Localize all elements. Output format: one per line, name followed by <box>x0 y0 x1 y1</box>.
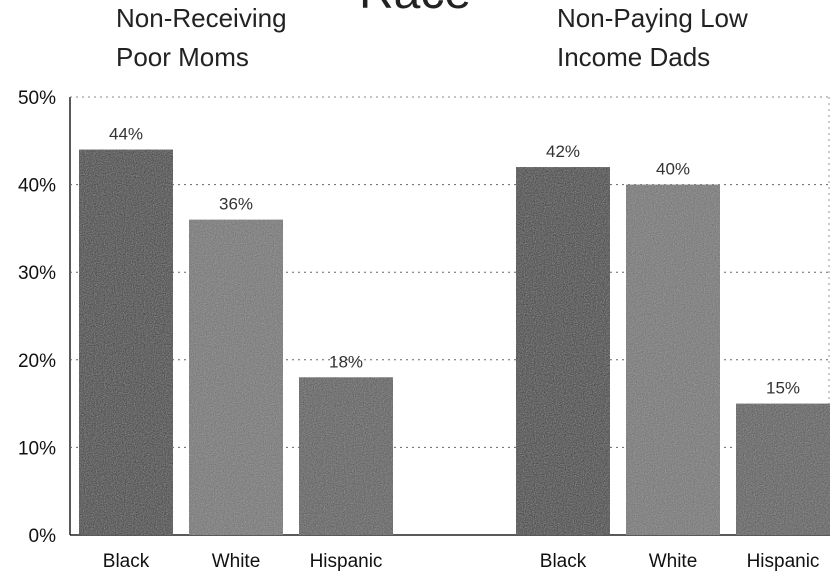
y-tick-label: 20% <box>18 351 56 372</box>
bar-hispanic <box>736 403 830 535</box>
group-title-1-line-1: Non-Receiving <box>116 3 287 33</box>
bar-black <box>516 167 610 535</box>
bar-white <box>189 219 283 535</box>
group-title-1-line-2: Poor Moms <box>116 42 249 72</box>
y-tick-label: 30% <box>18 263 56 284</box>
bar-hispanic <box>299 377 393 535</box>
category-label-hispanic: Hispanic <box>747 551 820 572</box>
data-labels: 44% 36% 18% 42% 40% 15% <box>109 125 800 398</box>
y-tick-label: 50% <box>18 88 56 109</box>
data-label: 42% <box>546 142 580 161</box>
chart-title: Race <box>359 0 471 19</box>
y-tick-label: 0% <box>29 526 57 547</box>
category-label-black: Black <box>540 551 587 572</box>
y-tick-label: 10% <box>18 438 56 459</box>
category-label-white: White <box>649 551 698 572</box>
category-labels: Black White Hispanic Black White Hispanic <box>103 551 820 572</box>
category-label-white: White <box>212 551 261 572</box>
data-label: 40% <box>656 160 690 179</box>
bar-white <box>626 184 720 535</box>
data-label: 44% <box>109 125 143 144</box>
group-title-2-line-1: Non-Paying Low <box>557 3 748 33</box>
y-tick-label: 40% <box>18 176 56 197</box>
data-label: 36% <box>219 195 253 214</box>
group-title-2-line-2: Income Dads <box>557 42 710 72</box>
category-label-black: Black <box>103 551 150 572</box>
category-label-hispanic: Hispanic <box>310 551 383 572</box>
bar-black <box>79 149 173 535</box>
data-label: 15% <box>766 379 800 398</box>
data-label: 18% <box>329 352 363 371</box>
y-axis-ticks: 0% 10% 20% 30% 40% 50% <box>18 88 56 547</box>
bars <box>79 149 830 535</box>
